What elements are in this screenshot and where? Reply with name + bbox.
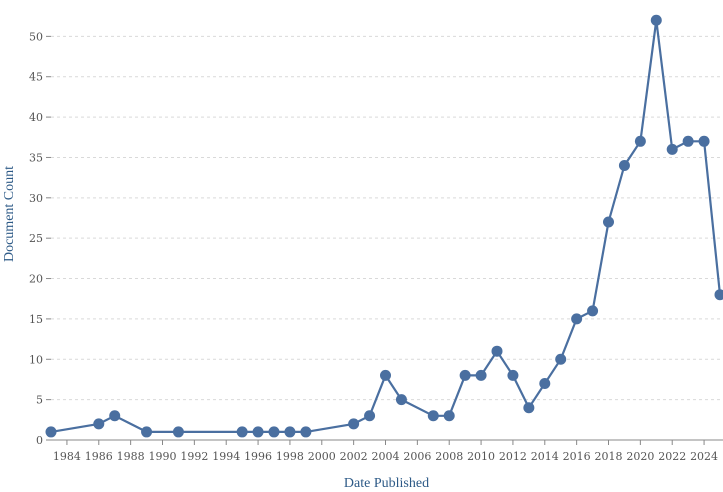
- y-tick-label: 25: [29, 232, 43, 245]
- y-tick-label: 50: [29, 30, 43, 43]
- data-point: [173, 426, 184, 437]
- data-point: [683, 136, 694, 147]
- y-tick-label: 0: [36, 434, 43, 447]
- data-point: [364, 410, 375, 421]
- x-tick-label: 2010: [467, 450, 495, 463]
- x-tick-label: 1994: [212, 450, 240, 463]
- gridlines: [51, 0, 723, 400]
- data-point: [348, 418, 359, 429]
- data-point: [492, 346, 503, 357]
- data-point: [396, 394, 407, 405]
- x-tick-label: 2014: [531, 450, 559, 463]
- x-tick-label: 1990: [149, 450, 177, 463]
- y-tick-label: 45: [29, 71, 43, 84]
- data-point: [571, 313, 582, 324]
- data-point: [476, 370, 487, 381]
- y-tick-label: 55: [29, 0, 43, 3]
- data-point: [253, 426, 264, 437]
- y-tick-label: 40: [29, 111, 43, 124]
- x-tick-label: 2006: [403, 450, 431, 463]
- y-tick-label: 10: [29, 353, 43, 366]
- data-point: [428, 410, 439, 421]
- data-point: [587, 305, 598, 316]
- x-tick-label: 1992: [180, 450, 208, 463]
- data-point: [46, 426, 57, 437]
- x-tick-label: 1984: [53, 450, 81, 463]
- data-point: [380, 370, 391, 381]
- x-tick-label: 2024: [690, 450, 718, 463]
- data-point: [619, 160, 630, 171]
- x-tick-label: 2022: [658, 450, 686, 463]
- data-point: [555, 354, 566, 365]
- x-tick-label: 2016: [563, 450, 591, 463]
- x-tick-label: 2000: [308, 450, 336, 463]
- x-axis-ticks: 1984 1986 1988 19901992 1994 1996 1998 2000 2002…: [53, 440, 718, 463]
- data-point: [269, 426, 280, 437]
- data-point: [715, 289, 723, 300]
- data-point: [635, 136, 646, 147]
- x-tick-label: 2004: [372, 450, 400, 463]
- data-point: [109, 410, 120, 421]
- x-tick-label: 2020: [626, 450, 654, 463]
- data-point: [93, 418, 104, 429]
- series-group: [46, 15, 723, 438]
- x-tick-label: 2018: [595, 450, 623, 463]
- data-point: [300, 426, 311, 437]
- data-point: [523, 402, 534, 413]
- y-tick-label: 20: [29, 273, 43, 286]
- y-tick-label: 30: [29, 192, 43, 205]
- y-tick-label: 5: [36, 394, 43, 407]
- y-axis-title: Document Count: [2, 166, 17, 262]
- data-point: [651, 15, 662, 26]
- data-point: [507, 370, 518, 381]
- x-tick-label: 1998: [276, 450, 304, 463]
- data-point: [667, 144, 678, 155]
- data-point: [460, 370, 471, 381]
- x-tick-label: 1986: [85, 450, 113, 463]
- data-point: [444, 410, 455, 421]
- data-point: [603, 217, 614, 228]
- x-tick-label: 1988: [117, 450, 145, 463]
- data-point: [284, 426, 295, 437]
- data-point: [539, 378, 550, 389]
- y-tick-label: 35: [29, 151, 43, 164]
- data-point: [699, 136, 710, 147]
- y-axis-ticks: 0 5 10 15 20 25 30 35 40 45 50 55: [29, 0, 51, 447]
- x-tick-label: 1996: [244, 450, 272, 463]
- x-axis-title: Date Published: [344, 476, 429, 491]
- x-tick-label: 2002: [340, 450, 368, 463]
- data-point: [141, 426, 152, 437]
- x-tick-label: 2008: [435, 450, 463, 463]
- y-tick-label: 15: [29, 313, 43, 326]
- data-point: [237, 426, 248, 437]
- x-tick-label: 2012: [499, 450, 527, 463]
